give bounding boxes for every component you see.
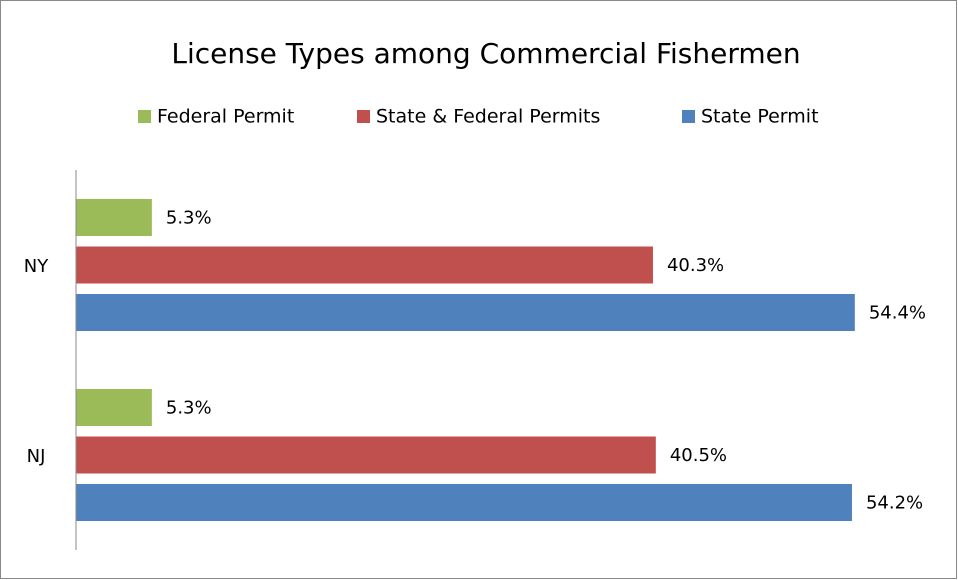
bar bbox=[76, 436, 656, 474]
bar bbox=[76, 246, 653, 284]
chart-title: License Types among Commercial Fishermen bbox=[171, 37, 800, 70]
legend-swatch bbox=[138, 110, 151, 123]
bar bbox=[76, 389, 152, 426]
legend-swatch bbox=[357, 110, 370, 123]
bar bbox=[76, 294, 855, 331]
value-label: 54.2% bbox=[866, 493, 923, 514]
bar bbox=[76, 199, 152, 236]
bar bbox=[76, 484, 852, 521]
y-tick-label: NJ bbox=[27, 446, 46, 467]
value-label: 40.3% bbox=[667, 255, 724, 276]
legend-label: State Permit bbox=[701, 106, 819, 128]
legend-label: State & Federal Permits bbox=[376, 106, 600, 128]
value-label: 54.4% bbox=[869, 303, 926, 324]
value-label: 40.5% bbox=[670, 445, 727, 466]
value-label: 5.3% bbox=[166, 398, 212, 419]
y-tick-label: NY bbox=[24, 256, 49, 277]
legend-swatch bbox=[682, 110, 695, 123]
legend-label: Federal Permit bbox=[157, 106, 294, 128]
value-label: 5.3% bbox=[166, 208, 212, 229]
